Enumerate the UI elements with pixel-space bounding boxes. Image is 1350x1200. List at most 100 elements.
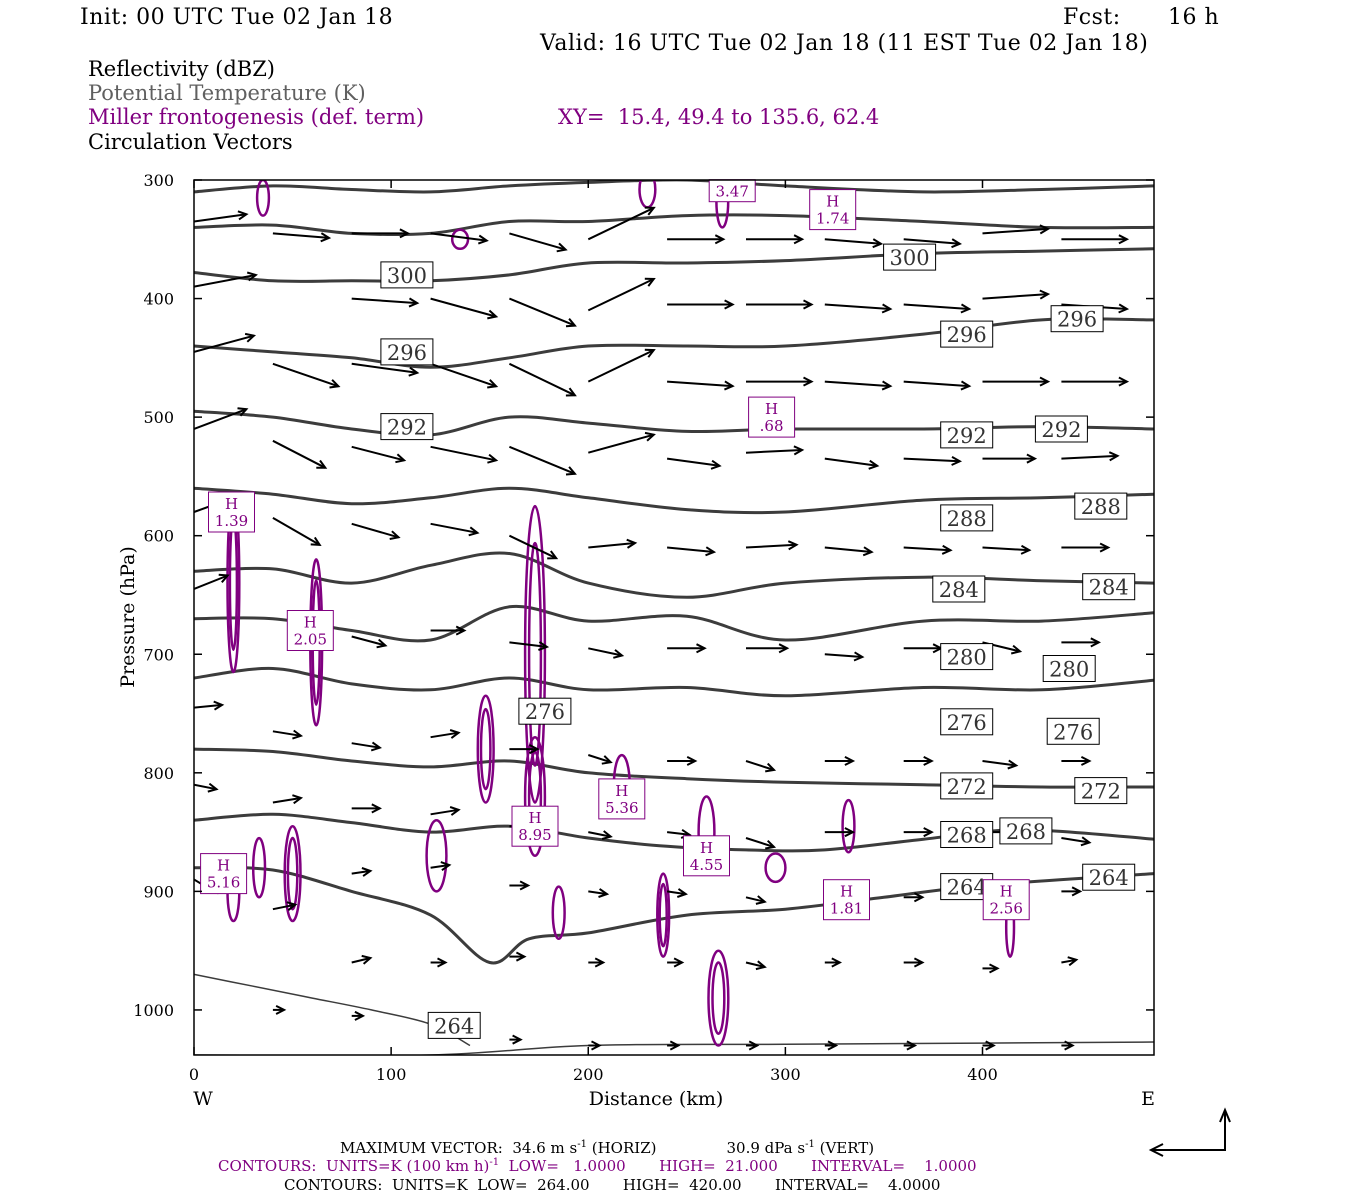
frontogenesis-max-value: 8.95 bbox=[518, 826, 551, 844]
theta-label: 288 bbox=[1074, 492, 1128, 520]
x-tick-label: 100 bbox=[376, 1065, 407, 1084]
theta-label: 284 bbox=[1082, 573, 1136, 601]
circulation-vector bbox=[824, 1040, 839, 1051]
theta-label-text: 272 bbox=[947, 775, 987, 799]
circulation-vector bbox=[587, 754, 613, 765]
circulation-vector bbox=[272, 729, 304, 740]
circulation-vector bbox=[746, 376, 814, 387]
y-tick-label: 400 bbox=[143, 290, 174, 309]
circulation-vector bbox=[1061, 376, 1130, 387]
y-tick-label: 300 bbox=[143, 171, 174, 190]
theta-label: 280 bbox=[1042, 655, 1096, 682]
circulation-vector bbox=[824, 303, 893, 314]
circulation-vector bbox=[194, 573, 230, 590]
theta-label-text: 288 bbox=[1081, 495, 1121, 519]
frontogenesis-max-label: H8.95 bbox=[511, 805, 559, 847]
frontogenesis-contour bbox=[638, 180, 657, 209]
frontogenesis-max-value: 4.55 bbox=[690, 856, 723, 874]
circulation-vector bbox=[667, 643, 707, 654]
frontogenesis-contour bbox=[251, 836, 267, 899]
frontogenesis-contour bbox=[523, 504, 547, 804]
theta-label: 292 bbox=[940, 421, 994, 449]
circulation-vector bbox=[745, 760, 777, 773]
frontogenesis-max-marker: H bbox=[840, 883, 853, 901]
frontogenesis-max-label: H2.05 bbox=[286, 610, 334, 651]
theta-label: 272 bbox=[1074, 777, 1128, 805]
circulation-vector bbox=[1061, 956, 1079, 967]
circulation-vector bbox=[746, 643, 790, 654]
theta-label-text: 296 bbox=[1057, 308, 1097, 332]
frontogenesis-contours bbox=[226, 180, 1016, 1047]
circulation-vector bbox=[903, 643, 944, 654]
theta-label-text: 292 bbox=[947, 424, 987, 448]
circulation-vector bbox=[824, 651, 865, 662]
circulation-vector bbox=[430, 806, 461, 816]
frontogenesis-contour bbox=[658, 882, 668, 948]
circulation-vector bbox=[1061, 836, 1092, 847]
circulation-vector bbox=[351, 362, 420, 377]
circulation-vector bbox=[508, 362, 577, 397]
legend-frontogenesis: Miller frontogenesis (def. term) bbox=[88, 105, 425, 129]
frontogenesis-max-marker: H bbox=[826, 193, 839, 211]
theta-label-text: 268 bbox=[947, 824, 987, 848]
circulation-vector bbox=[509, 641, 550, 651]
frontogenesis-contour bbox=[551, 885, 566, 941]
plot-frame bbox=[193, 179, 1155, 1056]
theta-contour-264 bbox=[194, 866, 1154, 965]
circulation-vector bbox=[667, 234, 726, 245]
theta-label-text: 296 bbox=[947, 323, 987, 347]
circulation-vector bbox=[982, 1040, 996, 1051]
theta-label: 300 bbox=[380, 261, 434, 289]
circulation-vector bbox=[903, 892, 925, 903]
circulation-vector bbox=[509, 880, 531, 891]
circulation-vector bbox=[746, 234, 805, 245]
x-tick-label: 200 bbox=[573, 1065, 604, 1084]
circulation-vector bbox=[351, 867, 373, 877]
frontogenesis-max-marker: H bbox=[225, 495, 238, 513]
theta-label-text: 296 bbox=[387, 341, 427, 365]
x-tick-label: 400 bbox=[967, 1065, 998, 1084]
circulation-vector bbox=[351, 228, 411, 239]
circulation-vector bbox=[667, 380, 735, 391]
frontogenesis-max-label: H.68 bbox=[748, 396, 796, 438]
cross-section-endpoints: XY= 15.4, 49.4 to 135.6, 62.4 bbox=[558, 105, 880, 129]
theta-contour-284 bbox=[194, 551, 1154, 599]
theta-label-text: 280 bbox=[947, 646, 987, 670]
circulation-vector bbox=[903, 827, 934, 838]
circulation-vector bbox=[430, 232, 489, 245]
theta-label-text: 276 bbox=[525, 700, 565, 724]
circulation-vector bbox=[588, 538, 638, 549]
circulation-vector bbox=[194, 271, 258, 288]
theta-label-text: 284 bbox=[1089, 576, 1129, 600]
y-tick-label: 900 bbox=[143, 882, 174, 901]
frontogenesis-max-value: 2.56 bbox=[989, 900, 1022, 918]
frontogenesis-contour bbox=[711, 961, 726, 1035]
circulation-vector bbox=[666, 888, 688, 898]
circulation-vector bbox=[509, 297, 577, 328]
valid-time: Valid: 16 UTC Tue 02 Jan 18 (11 EST Tue … bbox=[540, 31, 1149, 56]
circulation-vector bbox=[824, 957, 842, 968]
circulation-vector bbox=[1061, 756, 1092, 766]
axes: 0 100 200 300 400 300 400 500 600 700 800 900 1000 bbox=[133, 171, 1154, 1084]
circulation-vector bbox=[824, 238, 884, 249]
circulation-vector bbox=[588, 888, 610, 898]
circulation-vector bbox=[587, 277, 656, 312]
theta-label: 272 bbox=[940, 772, 994, 800]
y-tick-label: 1000 bbox=[133, 1001, 174, 1020]
frontogenesis-contour bbox=[527, 541, 543, 767]
forecast-hour: 16 h bbox=[1168, 5, 1220, 30]
circulation-vector bbox=[430, 957, 448, 968]
east-label: E bbox=[1141, 1088, 1155, 1110]
frontogenesis-max-marker: H bbox=[700, 839, 713, 857]
theta-label: 292 bbox=[380, 413, 434, 441]
frontogenesis-contour bbox=[450, 228, 470, 251]
reference-vector-icon bbox=[1148, 1107, 1231, 1157]
theta-label: 276 bbox=[518, 697, 572, 725]
frontogenesis-contour bbox=[283, 824, 302, 923]
frontogenesis-contour bbox=[656, 872, 671, 958]
max-vector-info: MAXIMUM VECTOR: 34.6 m s-1 (HORIZ) 30.9 d… bbox=[340, 1139, 875, 1157]
circulation-vector bbox=[1061, 451, 1120, 462]
circulation-vector bbox=[509, 951, 527, 962]
circulation-vector bbox=[509, 1034, 523, 1045]
frontogenesis-contour bbox=[425, 818, 448, 893]
